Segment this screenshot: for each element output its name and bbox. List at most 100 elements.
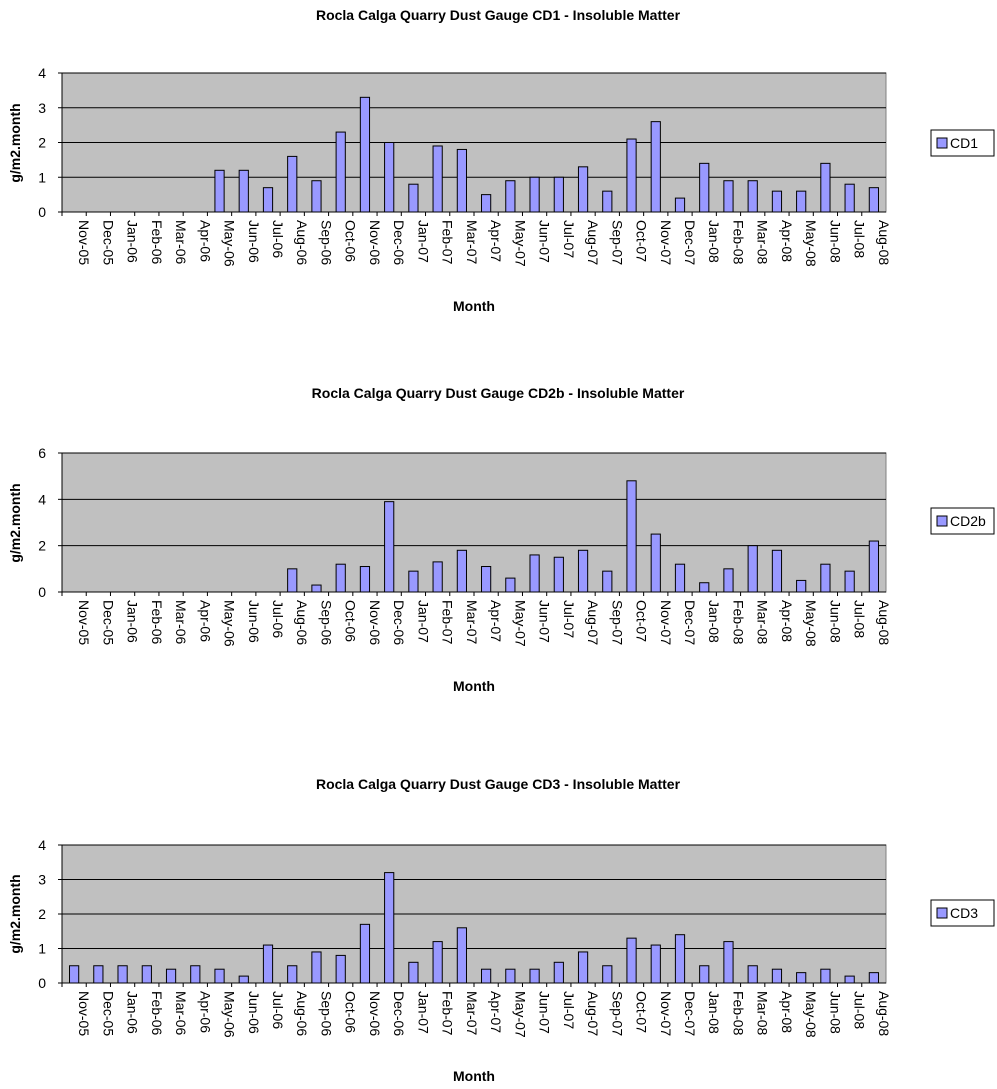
x-tick-label: Jun-06 <box>246 991 262 1034</box>
bar <box>820 563 831 593</box>
y-tick-label: 1 <box>38 941 46 957</box>
x-tick-label: Mar-08 <box>755 991 771 1036</box>
bar <box>311 180 322 213</box>
bar <box>699 965 710 984</box>
bar <box>456 148 467 213</box>
x-tick-label: Jun-07 <box>537 991 553 1034</box>
y-tick-label: 1 <box>38 169 46 185</box>
bar <box>408 961 419 984</box>
bar <box>820 968 831 984</box>
bar <box>505 180 516 213</box>
bar <box>384 142 395 213</box>
x-tick-label: Mar-07 <box>464 600 480 645</box>
x-tick-label: May-07 <box>512 220 528 267</box>
bar <box>69 965 80 984</box>
bar <box>384 501 395 593</box>
bar <box>796 190 807 213</box>
bar <box>796 579 807 593</box>
x-tick-label: Jun-07 <box>537 600 553 643</box>
bar <box>626 138 637 213</box>
x-tick-label: Sep-07 <box>609 600 625 645</box>
x-axis-title: Month <box>453 678 495 694</box>
bar <box>577 951 589 984</box>
x-tick-label: Aug-06 <box>294 991 310 1036</box>
x-tick-label: Feb-07 <box>440 991 456 1036</box>
bar <box>190 965 201 984</box>
bar <box>650 944 661 984</box>
bar <box>674 563 686 593</box>
y-axis-title: g/m2.month <box>7 103 23 182</box>
y-tick-label: 6 <box>38 445 46 461</box>
bar <box>384 872 395 984</box>
bar <box>650 533 661 593</box>
y-tick-label: 3 <box>38 872 46 888</box>
x-tick-label: Apr-08 <box>779 991 795 1033</box>
bar <box>529 554 540 593</box>
x-tick-label: May-06 <box>222 600 238 647</box>
bar <box>238 975 249 984</box>
x-tick-label: Jan-07 <box>415 220 431 263</box>
bar <box>771 190 783 213</box>
y-tick-label: 3 <box>38 100 46 116</box>
bar <box>481 194 492 213</box>
x-tick-label: Jan-07 <box>415 600 431 643</box>
bar <box>844 183 855 213</box>
bar <box>141 965 152 984</box>
x-tick-label: Feb-08 <box>730 600 746 645</box>
y-axis-title: g/m2.month <box>7 874 23 953</box>
x-tick-label: Apr-06 <box>197 991 213 1033</box>
x-tick-label: Sep-06 <box>318 991 334 1036</box>
bar <box>432 145 443 213</box>
x-tick-label: Mar-06 <box>173 991 189 1036</box>
x-tick-label: Jan-08 <box>706 600 722 643</box>
bar <box>456 549 467 593</box>
bar <box>529 968 540 984</box>
legend-label: CD2b <box>950 513 986 529</box>
bar <box>359 923 371 984</box>
chart-title: Rocla Calga Quarry Dust Gauge CD2b - Ins… <box>312 385 685 401</box>
x-tick-label: Sep-06 <box>318 600 334 645</box>
x-tick-label: Feb-08 <box>730 991 746 1036</box>
x-tick-label: Feb-07 <box>440 600 456 645</box>
x-tick-label: Apr-06 <box>197 220 213 262</box>
bar <box>650 121 661 213</box>
bar <box>505 577 516 593</box>
chart-title: Rocla Calga Quarry Dust Gauge CD3 - Inso… <box>316 776 681 792</box>
x-tick-label: Nov-05 <box>76 600 92 645</box>
bar <box>747 965 758 984</box>
bar <box>505 968 516 984</box>
x-tick-label: Aug-07 <box>585 600 601 645</box>
x-tick-label: Apr-08 <box>779 220 795 262</box>
y-tick-label: 4 <box>38 65 46 81</box>
bar <box>359 96 371 213</box>
legend-label: CD1 <box>950 135 978 151</box>
x-tick-label: Dec-05 <box>100 600 116 645</box>
bar <box>311 951 322 984</box>
bar <box>820 162 831 213</box>
bar <box>553 961 564 984</box>
chart-3: Rocla Calga Quarry Dust Gauge CD3 - Inso… <box>7 776 995 1084</box>
x-tick-label: Apr-07 <box>488 220 504 262</box>
bar <box>432 561 443 593</box>
plot-area <box>61 452 887 593</box>
y-tick-label: 0 <box>38 975 46 991</box>
x-tick-label: Jan-08 <box>706 991 722 1034</box>
x-tick-label: Aug-08 <box>876 220 892 265</box>
x-tick-label: Jul-07 <box>561 991 577 1029</box>
x-axis-title: Month <box>453 1068 495 1084</box>
x-tick-label: Oct-06 <box>343 991 359 1033</box>
y-tick-label: 0 <box>38 204 46 220</box>
bar <box>481 566 492 593</box>
bar <box>699 582 710 593</box>
bar <box>699 162 710 213</box>
legend-swatch <box>936 515 948 527</box>
x-tick-label: Jul-08 <box>852 991 868 1029</box>
x-axis-title: Month <box>453 298 495 314</box>
x-tick-label: May-08 <box>803 600 819 647</box>
x-tick-label: Jun-08 <box>827 220 843 263</box>
x-tick-label: Dec-07 <box>682 600 698 645</box>
x-tick-label: Sep-07 <box>609 991 625 1036</box>
x-tick-label: Dec-05 <box>100 220 116 265</box>
bar <box>117 965 128 984</box>
bar <box>311 584 322 593</box>
